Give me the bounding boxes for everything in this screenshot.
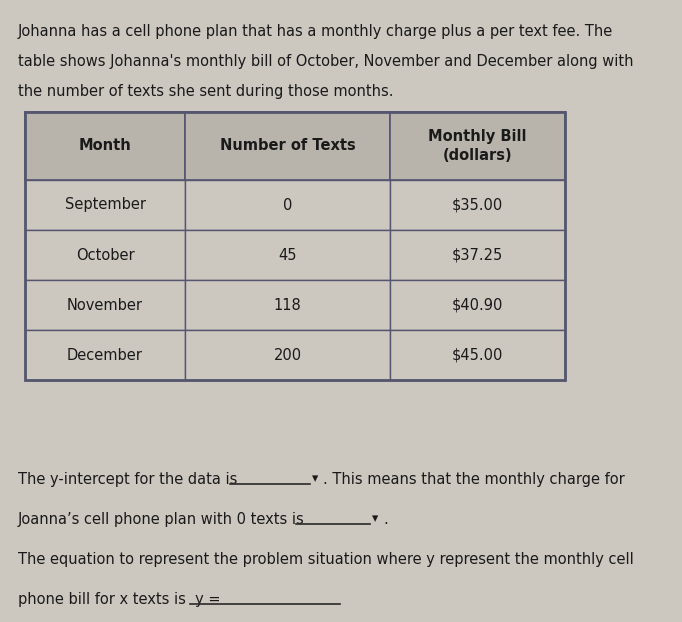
Text: $45.00: $45.00: [451, 348, 503, 363]
Bar: [185, 280, 390, 330]
Bar: [390, 330, 565, 380]
Text: $40.90: $40.90: [451, 297, 503, 312]
Bar: [185, 330, 390, 380]
Text: 200: 200: [273, 348, 301, 363]
Bar: [390, 230, 565, 280]
Text: $37.25: $37.25: [452, 248, 503, 262]
Text: Number of Texts: Number of Texts: [220, 139, 355, 154]
Bar: [25, 112, 185, 180]
Text: phone bill for x texts is  y =: phone bill for x texts is y =: [18, 592, 220, 607]
Text: The equation to represent the problem situation where y represent the monthly ce: The equation to represent the problem si…: [18, 552, 634, 567]
Text: Johanna has a cell phone plan that has a monthly charge plus a per text fee. The: Johanna has a cell phone plan that has a…: [18, 24, 613, 39]
Text: Month: Month: [78, 139, 132, 154]
Text: The y-intercept for the data is: The y-intercept for the data is: [18, 472, 237, 487]
Bar: [25, 230, 185, 280]
Bar: [25, 112, 565, 380]
Text: November: November: [67, 297, 143, 312]
Text: 0: 0: [283, 198, 292, 213]
Text: September: September: [65, 198, 145, 213]
Text: 45: 45: [278, 248, 297, 262]
Text: table shows Johanna's monthly bill of October, November and December along with: table shows Johanna's monthly bill of Oc…: [18, 54, 634, 69]
Text: $35.00: $35.00: [452, 198, 503, 213]
Bar: [25, 330, 185, 380]
Bar: [185, 230, 390, 280]
Text: Monthly Bill
(dollars): Monthly Bill (dollars): [428, 129, 527, 164]
Bar: [390, 280, 565, 330]
Text: ▾: ▾: [312, 472, 318, 485]
Bar: [25, 280, 185, 330]
Text: December: December: [67, 348, 143, 363]
Text: 118: 118: [273, 297, 301, 312]
Text: . This means that the monthly charge for: . This means that the monthly charge for: [323, 472, 625, 487]
Text: Joanna’s cell phone plan with 0 texts is: Joanna’s cell phone plan with 0 texts is: [18, 512, 305, 527]
Bar: [185, 180, 390, 230]
Bar: [185, 112, 390, 180]
Bar: [390, 112, 565, 180]
Text: October: October: [76, 248, 134, 262]
Text: .: .: [383, 512, 388, 527]
Text: ▾: ▾: [372, 512, 379, 525]
Text: the number of texts she sent during those months.: the number of texts she sent during thos…: [18, 84, 394, 99]
Bar: [390, 180, 565, 230]
Bar: [25, 180, 185, 230]
